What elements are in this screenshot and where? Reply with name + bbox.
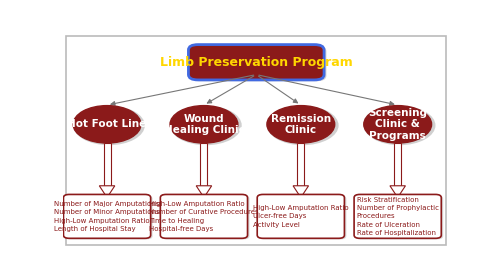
Text: Hot Foot Line: Hot Foot Line xyxy=(68,119,146,129)
FancyBboxPatch shape xyxy=(104,143,110,186)
FancyBboxPatch shape xyxy=(66,195,152,239)
Text: Remission
Clinic: Remission Clinic xyxy=(271,113,331,135)
FancyBboxPatch shape xyxy=(200,143,207,186)
Polygon shape xyxy=(100,186,115,198)
Polygon shape xyxy=(390,186,406,198)
Text: High-Low Amputation Ratio
Number of Curative Procedures
Time to Healing
Hospital: High-Low Amputation Ratio Number of Cura… xyxy=(149,201,259,232)
Text: Wound
Healing Clinic: Wound Healing Clinic xyxy=(164,113,244,135)
FancyBboxPatch shape xyxy=(394,143,401,186)
FancyBboxPatch shape xyxy=(162,195,250,239)
Ellipse shape xyxy=(170,106,242,145)
Text: Risk Stratification
Number of Prophylactic
Procedures
Rate of Ulceration
Rate of: Risk Stratification Number of Prophylact… xyxy=(356,197,438,236)
FancyBboxPatch shape xyxy=(64,194,150,238)
FancyBboxPatch shape xyxy=(257,194,344,238)
Ellipse shape xyxy=(170,106,238,143)
FancyBboxPatch shape xyxy=(259,195,346,239)
Ellipse shape xyxy=(73,106,145,145)
Ellipse shape xyxy=(267,106,338,145)
FancyBboxPatch shape xyxy=(188,44,324,80)
Ellipse shape xyxy=(364,106,436,145)
Polygon shape xyxy=(196,186,212,198)
FancyBboxPatch shape xyxy=(160,194,248,238)
Text: Limb Preservation Program: Limb Preservation Program xyxy=(160,56,352,69)
Ellipse shape xyxy=(267,106,334,143)
FancyBboxPatch shape xyxy=(191,46,326,81)
Ellipse shape xyxy=(364,106,432,143)
FancyBboxPatch shape xyxy=(298,143,304,186)
FancyBboxPatch shape xyxy=(354,194,442,238)
FancyBboxPatch shape xyxy=(356,195,443,239)
Text: Number of Major Amputations
Number of Minor Amputations
High-Low Amputation Rati: Number of Major Amputations Number of Mi… xyxy=(54,201,160,232)
FancyBboxPatch shape xyxy=(66,36,446,245)
Polygon shape xyxy=(293,186,308,198)
Text: Screening
Clinic &
Programs: Screening Clinic & Programs xyxy=(368,108,427,141)
Ellipse shape xyxy=(73,106,141,143)
Text: High-Low Amputation Ratio
Ulcer-free Days
Activity Level: High-Low Amputation Ratio Ulcer-free Day… xyxy=(253,205,348,228)
